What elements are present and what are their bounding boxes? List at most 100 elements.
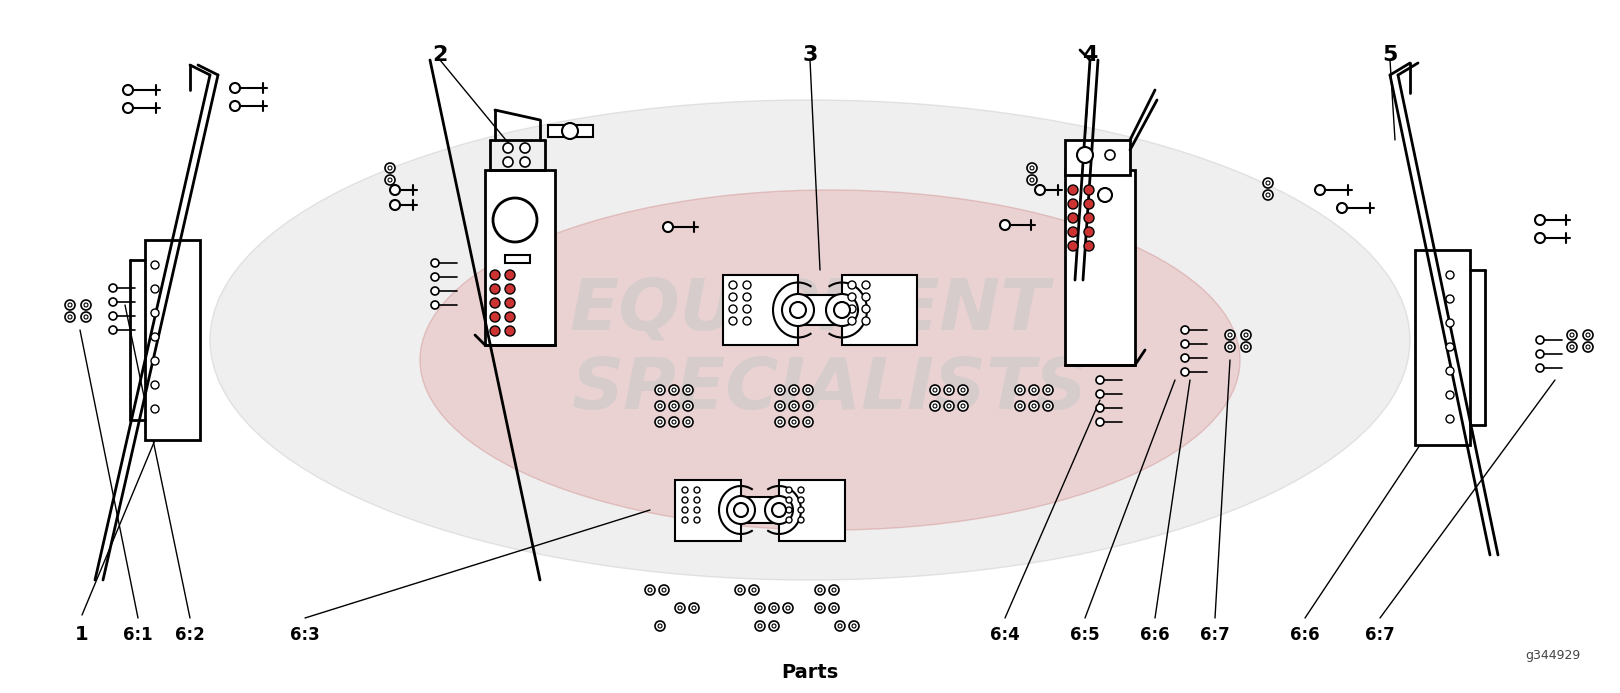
Circle shape — [81, 300, 91, 310]
Circle shape — [1447, 319, 1455, 327]
Circle shape — [948, 388, 951, 392]
Bar — [505, 255, 530, 263]
Circle shape — [786, 517, 792, 523]
Circle shape — [1029, 385, 1038, 395]
Circle shape — [151, 309, 159, 317]
Circle shape — [807, 388, 810, 392]
Circle shape — [862, 317, 870, 325]
Circle shape — [847, 293, 855, 301]
Circle shape — [1264, 178, 1273, 188]
Circle shape — [961, 404, 966, 408]
Circle shape — [1228, 345, 1231, 349]
Circle shape — [1265, 181, 1270, 185]
Circle shape — [1047, 404, 1050, 408]
Circle shape — [682, 517, 688, 523]
Circle shape — [792, 388, 795, 392]
Bar — [799, 295, 842, 325]
Circle shape — [727, 496, 755, 524]
Circle shape — [792, 404, 795, 408]
Circle shape — [1447, 415, 1455, 423]
Circle shape — [815, 603, 825, 613]
Circle shape — [386, 175, 395, 185]
Text: 6:6: 6:6 — [1140, 626, 1170, 644]
Text: 6:2: 6:2 — [175, 626, 204, 644]
Circle shape — [744, 281, 752, 289]
Circle shape — [685, 404, 690, 408]
Circle shape — [755, 621, 765, 631]
Circle shape — [123, 103, 133, 113]
Circle shape — [562, 123, 578, 139]
Text: 4: 4 — [1082, 45, 1098, 65]
Circle shape — [1447, 295, 1455, 303]
Circle shape — [1264, 190, 1273, 200]
Circle shape — [782, 294, 813, 326]
Circle shape — [1181, 340, 1189, 348]
Circle shape — [68, 315, 71, 319]
Circle shape — [739, 588, 742, 592]
Circle shape — [961, 388, 966, 392]
Text: g344929: g344929 — [1524, 649, 1580, 662]
Circle shape — [1084, 241, 1094, 251]
Circle shape — [1244, 345, 1247, 349]
Text: Parts: Parts — [781, 663, 839, 681]
Circle shape — [431, 259, 439, 267]
Circle shape — [693, 507, 700, 513]
Circle shape — [123, 85, 133, 95]
Circle shape — [390, 200, 400, 210]
Circle shape — [791, 302, 807, 318]
Circle shape — [786, 487, 792, 493]
Circle shape — [682, 507, 688, 513]
Circle shape — [658, 420, 663, 424]
Circle shape — [645, 585, 654, 595]
Circle shape — [758, 606, 761, 610]
Circle shape — [1586, 345, 1589, 349]
Circle shape — [930, 401, 940, 411]
Circle shape — [658, 404, 663, 408]
Circle shape — [755, 603, 765, 613]
Circle shape — [933, 388, 936, 392]
Circle shape — [654, 417, 664, 427]
Circle shape — [1567, 342, 1576, 352]
Circle shape — [829, 603, 839, 613]
Circle shape — [1043, 401, 1053, 411]
Circle shape — [65, 312, 75, 322]
Circle shape — [1536, 350, 1544, 358]
Circle shape — [765, 496, 794, 524]
Circle shape — [1241, 342, 1251, 352]
Circle shape — [431, 287, 439, 295]
Circle shape — [744, 293, 752, 301]
Circle shape — [151, 261, 159, 269]
Circle shape — [729, 281, 737, 289]
Bar — [484, 170, 556, 345]
Circle shape — [804, 385, 813, 395]
Circle shape — [1017, 388, 1022, 392]
Circle shape — [826, 294, 859, 326]
Circle shape — [748, 585, 760, 595]
Text: 1: 1 — [75, 626, 89, 644]
Circle shape — [1047, 388, 1050, 392]
Text: 6:6: 6:6 — [1290, 626, 1320, 644]
Circle shape — [786, 497, 792, 503]
Circle shape — [505, 312, 515, 322]
Circle shape — [109, 326, 117, 334]
Circle shape — [682, 497, 688, 503]
Circle shape — [672, 420, 676, 424]
Circle shape — [862, 281, 870, 289]
Circle shape — [838, 624, 842, 628]
Circle shape — [505, 326, 515, 336]
Circle shape — [1035, 185, 1045, 195]
Circle shape — [1077, 147, 1094, 163]
Circle shape — [1181, 326, 1189, 334]
Circle shape — [109, 312, 117, 320]
Circle shape — [84, 303, 87, 307]
Bar — [1064, 140, 1131, 175]
Circle shape — [386, 163, 395, 173]
Text: SPECIALISTS: SPECIALISTS — [572, 356, 1089, 425]
Circle shape — [663, 222, 672, 232]
Circle shape — [1000, 220, 1009, 230]
Circle shape — [489, 312, 501, 322]
Circle shape — [847, 281, 855, 289]
Circle shape — [1068, 185, 1077, 195]
Circle shape — [693, 517, 700, 523]
Circle shape — [729, 317, 737, 325]
